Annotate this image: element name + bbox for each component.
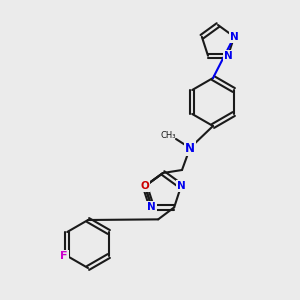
Text: N: N	[224, 51, 232, 61]
Text: O: O	[141, 181, 149, 191]
Text: N: N	[185, 142, 195, 154]
Text: F: F	[61, 251, 68, 261]
Text: CH₃: CH₃	[160, 130, 176, 140]
Text: N: N	[177, 181, 185, 191]
Text: N: N	[230, 32, 239, 42]
Text: N: N	[148, 202, 156, 212]
